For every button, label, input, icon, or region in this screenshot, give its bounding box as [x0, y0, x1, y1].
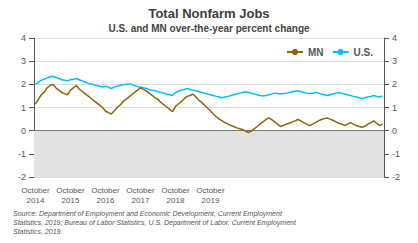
svg-text:1: 1	[21, 103, 26, 113]
svg-text:Source: Department of Employme: Source: Department of Employment and Eco…	[13, 210, 283, 218]
svg-text:-1: -1	[392, 149, 400, 159]
svg-text:3: 3	[392, 56, 397, 66]
svg-text:Total Nonfarm Jobs: Total Nonfarm Jobs	[148, 6, 269, 21]
svg-text:MN: MN	[308, 47, 324, 58]
svg-text:October: October	[91, 186, 120, 195]
svg-text:2019: 2019	[202, 196, 220, 205]
svg-text:Statistics, 2019.: Statistics, 2019.	[13, 228, 62, 235]
svg-text:4: 4	[392, 33, 397, 43]
svg-text:2: 2	[392, 79, 397, 89]
svg-text:2018: 2018	[167, 196, 185, 205]
svg-text:1: 1	[392, 103, 397, 113]
svg-text:2014: 2014	[27, 196, 45, 205]
svg-text:Statistics, 2019; Bureau of La: Statistics, 2019; Bureau of Labor Statis…	[13, 219, 297, 227]
svg-text:2015: 2015	[62, 196, 80, 205]
svg-text:4: 4	[21, 33, 26, 43]
svg-text:3: 3	[21, 56, 26, 66]
svg-text:-2: -2	[18, 172, 26, 182]
svg-text:-1: -1	[18, 149, 26, 159]
svg-text:October: October	[126, 186, 155, 195]
svg-text:October: October	[21, 186, 50, 195]
svg-text:October: October	[196, 186, 225, 195]
svg-text:U.S. and MN over-the-year perc: U.S. and MN over-the-year percent change	[108, 23, 310, 34]
svg-text:U.S.: U.S.	[354, 47, 374, 58]
svg-text:2: 2	[21, 79, 26, 89]
svg-text:-2: -2	[392, 172, 400, 182]
svg-text:0: 0	[21, 126, 26, 136]
svg-text:October: October	[56, 186, 85, 195]
svg-text:2017: 2017	[132, 196, 150, 205]
svg-text:2016: 2016	[97, 196, 115, 205]
svg-text:October: October	[161, 186, 190, 195]
svg-text:0: 0	[392, 126, 397, 136]
